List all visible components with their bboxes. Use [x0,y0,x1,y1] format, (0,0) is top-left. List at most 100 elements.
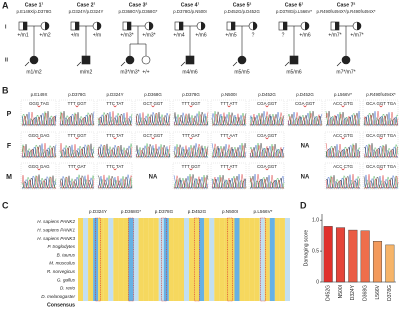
variant-arrow [265,105,269,108]
trace [21,175,56,189]
alignment-column [98,218,104,301]
sequence: TTC TAT [106,101,124,106]
not-available: NA [301,175,310,181]
alignment-column [118,218,124,301]
species-name: D. melanogaster [41,294,75,299]
sequence: GCA GGT TGA [366,164,396,169]
genotype: +/m6 [195,32,206,38]
panel-letter: B [2,85,9,95]
trace [325,143,360,158]
proband-arrow [76,61,82,67]
variant-arrow [37,168,41,171]
alignment-column [204,218,210,301]
x-tick-label: D452G [325,285,331,301]
trace [249,112,284,126]
alignment-column [269,218,275,301]
alignment-column [199,218,205,301]
x-tick-label: L566V [375,284,381,299]
genotype: +/m7* [328,32,341,38]
panel-letter: D [300,200,307,210]
trace [97,111,132,126]
trace [211,173,247,189]
panel-letter: A [2,0,9,10]
sequence: ACC CTG [333,164,353,169]
column-header: p.D378G [68,92,86,97]
genotype: m1/m2 [26,69,42,75]
sequence: TTT GGT [68,133,87,138]
mother-half [97,22,101,30]
trace [325,142,361,158]
case-title: Case 7² [337,2,356,8]
trace [288,111,323,126]
trace [250,143,285,158]
variant-arrow [189,168,193,171]
trace [135,144,171,158]
alignment-column [224,218,230,301]
trace [326,144,361,158]
bar [348,229,358,283]
sequence: GGG TAG [29,101,50,106]
variant-arrow [37,105,41,108]
genotype: m3*/m3* [120,69,139,75]
site-box [95,217,101,302]
alignment-column [189,218,195,301]
alignment-column [123,218,129,301]
variant-arrow [151,137,155,140]
sequence: CGA GGT [257,164,277,169]
variant-arrow [265,168,269,171]
row-label: F [7,143,12,150]
case-title: Case 5² [233,2,252,8]
variant-arrow [265,137,269,140]
x-tick-label: D378G [387,285,393,301]
case-title: Case 4¹ [181,2,200,8]
alignment-column [279,218,285,301]
site-box [161,217,167,302]
column-header: p.N500I [222,209,238,214]
mother-half [253,22,257,30]
genotype: +/m4 [173,32,184,38]
proband-arrow [180,61,186,67]
variant-arrow [189,137,193,140]
alignment-column [209,218,215,301]
variant-arrow [341,105,345,108]
genotype: +/m7* [350,32,363,38]
case-mutation: p.E149X/p.D378G [17,9,53,14]
trace [98,111,133,126]
alignment-column [93,218,99,301]
case-title: Case 6¹ [285,2,304,8]
child-symbol [185,55,195,65]
case-title: Case 1¹ [25,2,44,8]
column-header: p.D452G [188,209,207,214]
variant-arrow [189,105,193,108]
variant-arrow [379,105,383,108]
trace [22,144,57,158]
column-header: p.D378G [182,92,200,97]
alignment-column [148,218,154,301]
trace [287,111,323,126]
sequence: GGG GAG [28,133,50,138]
mother-half [201,22,205,30]
alignment-column [128,218,134,301]
trace [59,143,94,158]
father-half [23,22,27,30]
site-box [194,217,200,302]
variant-arrow [341,168,345,171]
alignment-column [78,218,84,301]
trace [22,111,56,126]
site-box [227,217,233,302]
alignment-column [234,218,240,301]
species-name: R. norvegicus [47,269,76,274]
sequence: GCA GGT TGA [366,101,396,106]
variant-arrow [227,168,231,171]
proband-arrow [24,61,30,67]
child-symbol [341,55,351,65]
x-tick-label: D324Y [350,284,356,300]
alignment-column [214,218,220,301]
x-tick-label: N500I [338,285,344,298]
alignment-column [274,218,280,301]
trace [97,145,133,158]
father-half [283,22,287,30]
trace [249,145,284,158]
alignment-column [229,218,235,301]
